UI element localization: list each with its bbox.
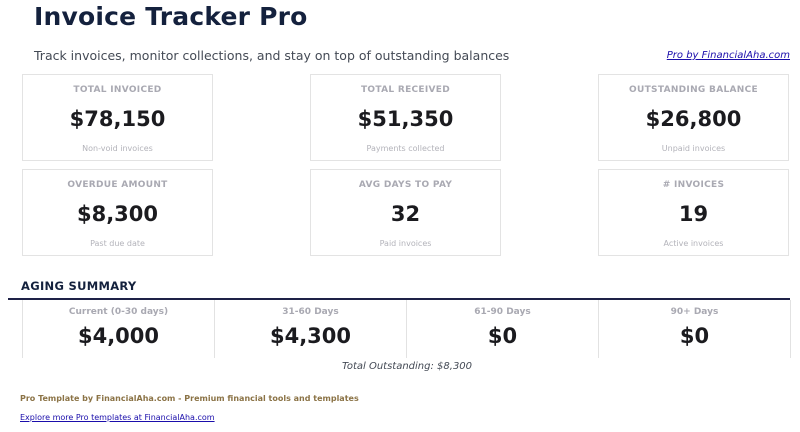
kpi-card-outstanding-balance: OUTSTANDING BALANCE $26,800 Unpaid invoi… [598,74,789,161]
kpi-value: $51,350 [357,107,454,131]
kpi-card-total-invoiced: TOTAL INVOICED $78,150 Non-void invoices [22,74,213,161]
aging-bucket-current: Current (0-30 days) $4,000 [22,300,214,358]
aging-bucket-value: $4,300 [269,324,352,348]
kpi-label: TOTAL RECEIVED [360,85,451,95]
kpi-note: Payments collected [366,144,445,153]
page-subtitle: Track invoices, monitor collections, and… [34,48,510,63]
page-title: Invoice Tracker Pro [34,2,308,31]
kpi-note: Past due date [90,239,145,248]
aging-bucket-90-plus: 90+ Days $0 [598,300,791,358]
kpi-card-avg-days-to-pay: AVG DAYS TO PAY 32 Paid invoices [310,169,501,256]
aging-bucket-61-90: 61-90 Days $0 [406,300,598,358]
brand-link[interactable]: Pro by FinancialAha.com [666,50,790,61]
aging-summary-table: Current (0-30 days) $4,000 31-60 Days $4… [22,300,791,358]
kpi-label: OVERDUE AMOUNT [67,180,168,190]
kpi-card-total-received: TOTAL RECEIVED $51,350 Payments collecte… [310,74,501,161]
aging-bucket-label: Current (0-30 days) [68,307,169,317]
aging-bucket-value: $4,000 [77,324,160,348]
kpi-value: 19 [678,202,709,226]
aging-bucket-31-60: 31-60 Days $4,300 [214,300,406,358]
kpi-note: Paid invoices [379,239,432,248]
kpi-grid: TOTAL INVOICED $78,150 Non-void invoices… [22,74,792,258]
kpi-note: Unpaid invoices [661,144,726,153]
footer-explore-link[interactable]: Explore more Pro templates at FinancialA… [20,413,215,422]
kpi-card-overdue-amount: OVERDUE AMOUNT $8,300 Past due date [22,169,213,256]
aging-summary-title: AGING SUMMARY [21,279,137,293]
aging-bucket-value: $0 [679,324,710,348]
aging-divider [8,298,790,300]
aging-bucket-label: 31-60 Days [282,307,339,317]
kpi-label: TOTAL INVOICED [73,85,162,95]
kpi-note: Non-void invoices [82,144,153,153]
aging-bucket-label: 61-90 Days [474,307,531,317]
kpi-value: $26,800 [645,107,742,131]
kpi-value: $78,150 [69,107,166,131]
kpi-note: Active invoices [663,239,724,248]
total-outstanding: Total Outstanding: $8,300 [341,361,473,372]
kpi-label: AVG DAYS TO PAY [358,180,453,190]
footer-tagline: Pro Template by FinancialAha.com - Premi… [20,394,359,403]
kpi-value: $8,300 [76,202,159,226]
kpi-value: 32 [390,202,421,226]
aging-bucket-value: $0 [487,324,518,348]
aging-bucket-label: 90+ Days [670,307,719,317]
kpi-label: # INVOICES [662,180,725,190]
kpi-label: OUTSTANDING BALANCE [629,85,758,95]
kpi-card-invoice-count: # INVOICES 19 Active invoices [598,169,789,256]
